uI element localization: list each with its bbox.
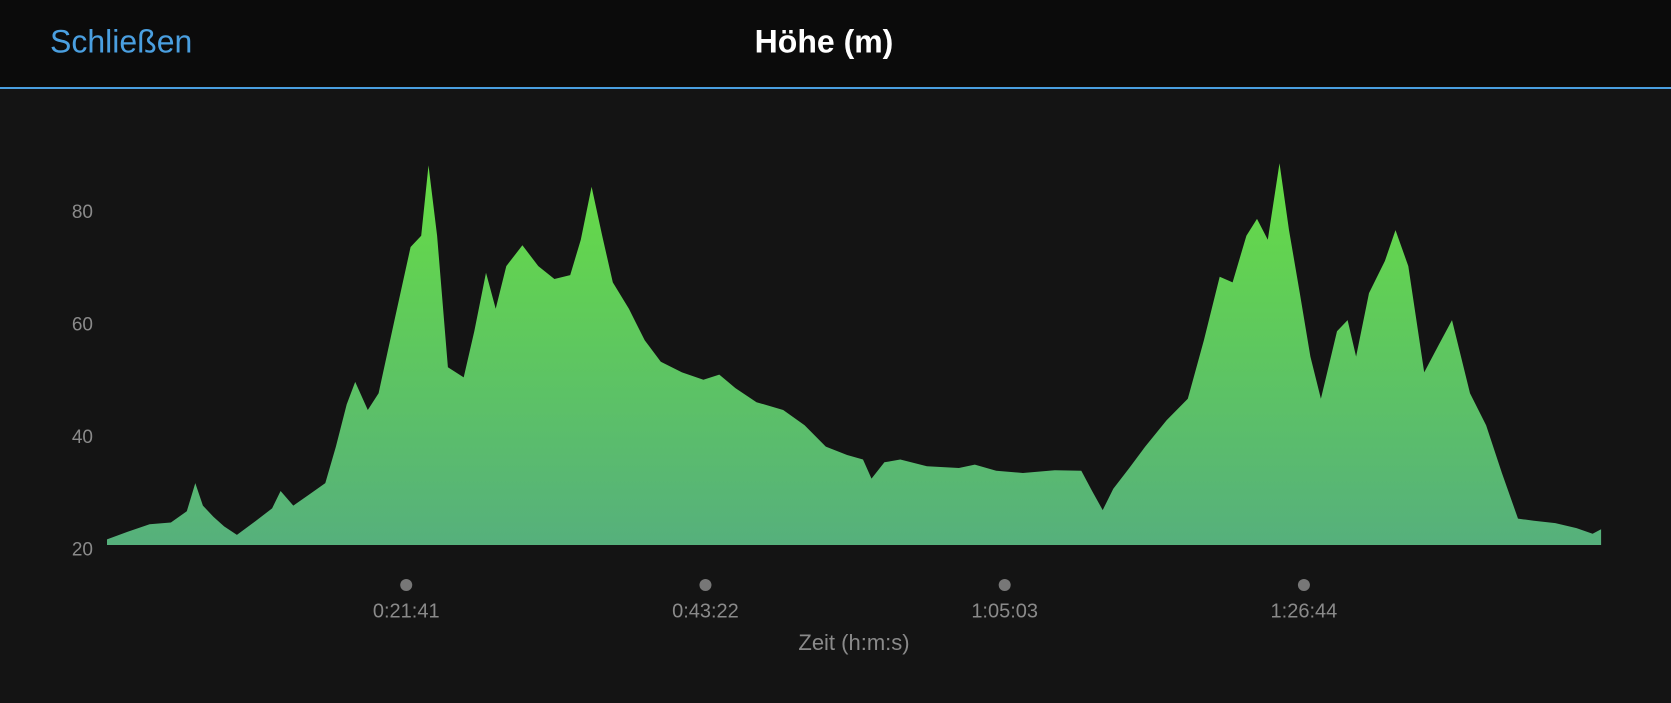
x-tick-label: 0:21:41 [373, 600, 440, 622]
x-tick-dot [699, 579, 712, 591]
x-tick-dot [1297, 579, 1310, 591]
chart-title: Höhe (m) [755, 23, 894, 59]
elevation-area [107, 163, 1602, 545]
x-tick-dot [998, 579, 1011, 591]
header-bar [0, 0, 1671, 88]
x-tick-label: 1:26:44 [1271, 600, 1338, 622]
x-tick-label: 1:05:03 [971, 600, 1038, 622]
close-button[interactable]: Schließen [50, 23, 192, 59]
x-axis-label: Zeit (h:m:s) [798, 630, 909, 655]
y-tick-label: 80 [72, 202, 93, 223]
x-tick-label: 0:43:22 [672, 600, 739, 622]
y-tick-label: 60 [72, 315, 93, 336]
x-tick-dot [400, 579, 413, 591]
y-tick-label: 20 [72, 540, 93, 561]
y-tick-label: 40 [72, 427, 93, 448]
